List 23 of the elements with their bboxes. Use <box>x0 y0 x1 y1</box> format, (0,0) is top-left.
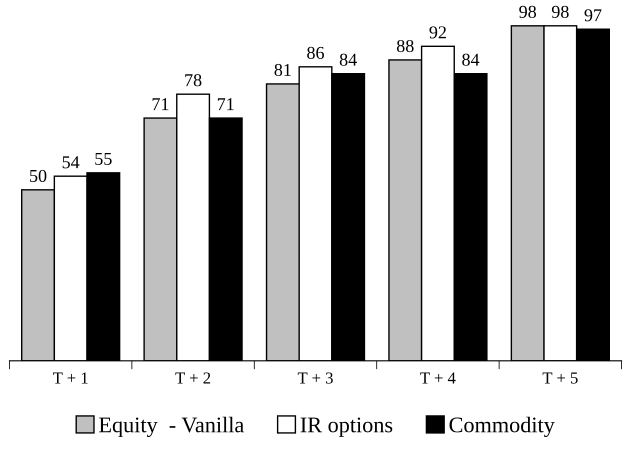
data-label: 86 <box>307 46 324 59</box>
x-tick-label: T + 2 <box>175 372 210 384</box>
x-tick-label: T + 3 <box>298 372 333 384</box>
data-label: 71 <box>218 98 234 110</box>
x-tick-label: T + 5 <box>542 372 578 384</box>
data-label: 88 <box>396 40 414 52</box>
data-label: 97 <box>584 9 602 22</box>
data-label: 81 <box>274 64 291 76</box>
data-label: 92 <box>429 26 446 38</box>
data-label: 54 <box>62 156 80 168</box>
legend-label: Equity - Vanilla <box>99 416 244 437</box>
x-tick-label: T + 4 <box>420 372 456 384</box>
legend-label: Commodity <box>450 416 555 437</box>
data-label: 78 <box>185 74 202 86</box>
data-label: 50 <box>30 170 46 182</box>
data-label: 55 <box>95 152 112 165</box>
data-label: 84 <box>340 54 357 66</box>
legend-label: IR options <box>300 417 392 437</box>
x-tick-label: T + 1 <box>53 372 88 384</box>
data-label: 71 <box>152 98 168 110</box>
data-label: 98 <box>552 6 569 18</box>
data-label: 84 <box>462 54 480 66</box>
data-label: 98 <box>519 6 536 18</box>
